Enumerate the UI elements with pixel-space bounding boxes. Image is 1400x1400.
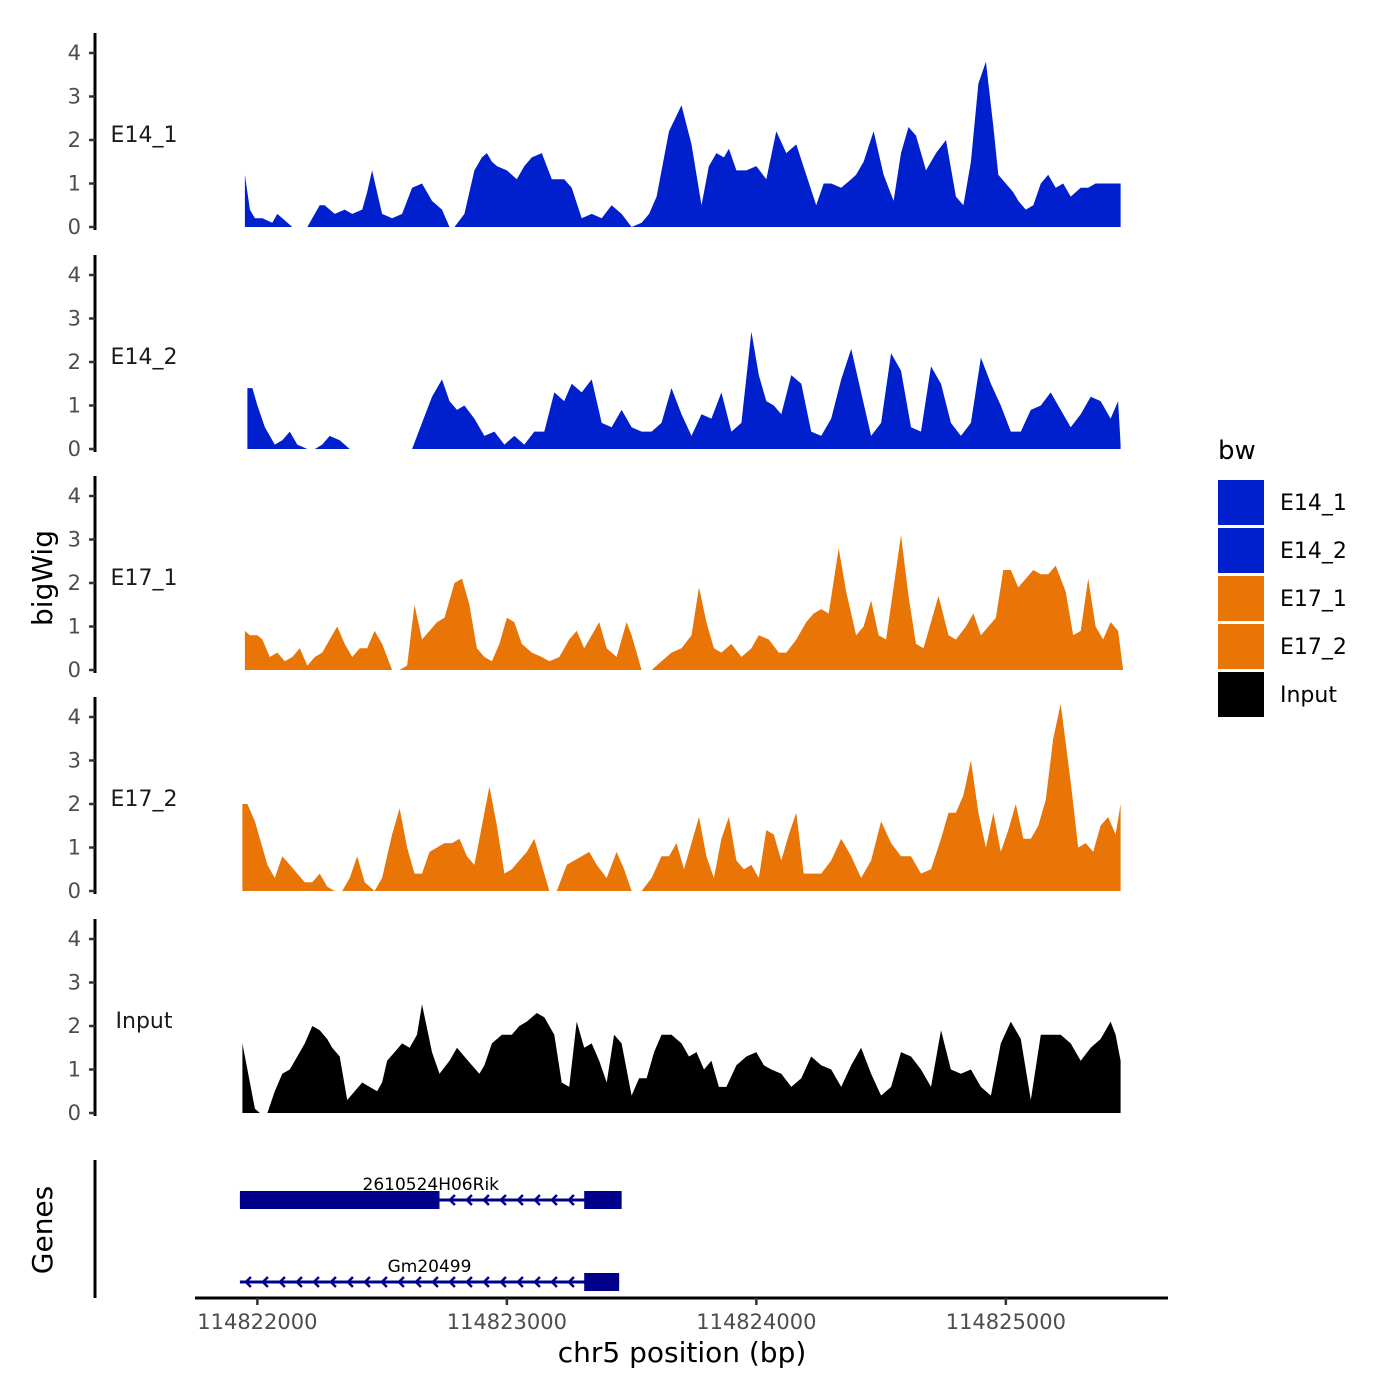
signal-area-E17_1: [244, 535, 1124, 670]
y-tick-label: 1: [68, 172, 81, 196]
panel-Input: 0 1 2 3 4 Input: [68, 919, 1121, 1125]
x-tick-label: 114824000: [696, 1310, 816, 1334]
y-tick-label: 2: [68, 792, 81, 816]
y-tick-label: 2: [68, 350, 81, 374]
track-label-Input: Input: [116, 1009, 173, 1034]
y-tick-label: 2: [68, 128, 81, 152]
strand-arrow: [397, 1276, 405, 1288]
strand-arrow: [414, 1276, 422, 1288]
x-tick-label: 114822000: [197, 1310, 317, 1334]
track-label-E17_1: E17_1: [111, 566, 178, 591]
gene-exon: [584, 1273, 620, 1291]
strand-arrow: [567, 1194, 575, 1206]
signal-panels: 0 1 2 3 4 E14_1 0 1 2 3 4 E14_2 0 1 2 3 4 E17_1 0 1 2 3 4 E17_2…: [68, 33, 1124, 1125]
y-tick-label: 1: [68, 394, 81, 418]
strand-arrow: [567, 1276, 575, 1288]
strand-arrow: [482, 1276, 490, 1288]
strand-arrow: [533, 1276, 541, 1288]
strand-arrow: [380, 1276, 388, 1288]
x-tick-label: 114823000: [447, 1310, 567, 1334]
strand-arrow: [550, 1194, 558, 1206]
track-label-E17_2: E17_2: [111, 787, 178, 812]
gene-Gm20499: Gm20499: [239, 1257, 620, 1291]
strand-arrow: [499, 1194, 507, 1206]
strand-arrow: [448, 1276, 456, 1288]
y-tick-label: 2: [68, 571, 81, 595]
y-tick-label: 1: [68, 615, 81, 639]
legend-swatch-E14_1: [1218, 480, 1264, 525]
y-tick-label: 0: [68, 437, 81, 461]
gene-name-label: Gm20499: [388, 1257, 472, 1277]
signal-area-E17_2: [242, 704, 1121, 891]
strand-arrow: [431, 1276, 439, 1288]
y-tick-label: 1: [68, 1058, 81, 1082]
legend-label-Input: Input: [1280, 683, 1337, 708]
legend-swatch-Input: [1218, 672, 1264, 717]
legend-swatch-E17_2: [1218, 624, 1264, 669]
y-tick-label: 4: [68, 927, 81, 951]
track-label-E14_2: E14_2: [111, 345, 178, 370]
strand-arrow: [278, 1276, 286, 1288]
y-axis-title: bigWig: [26, 530, 59, 626]
genes-track-title: Genes: [26, 1186, 59, 1274]
signal-area-E14_1: [244, 61, 1121, 228]
track-label-E14_1: E14_1: [111, 123, 178, 148]
y-tick-label: 4: [68, 263, 81, 287]
legend-label-E17_2: E17_2: [1280, 635, 1347, 660]
y-tick-label: 2: [68, 1014, 81, 1038]
strand-arrow: [363, 1276, 371, 1288]
legend-label-E17_1: E17_1: [1280, 587, 1347, 612]
legend-label-E14_2: E14_2: [1280, 539, 1347, 564]
y-tick-label: 3: [68, 528, 81, 552]
y-tick-label: 1: [68, 836, 81, 860]
strand-arrow: [312, 1276, 320, 1288]
y-tick-label: 4: [68, 705, 81, 729]
gene-name-label: 2610524H06Rik: [363, 1175, 500, 1195]
gene-track: 2610524H06Rik Gm20499: [93, 1160, 622, 1298]
y-tick-label: 3: [68, 749, 81, 773]
gene-exon: [584, 1191, 622, 1209]
legend-swatch-E17_1: [1218, 576, 1264, 621]
signal-area-E14_2: [247, 331, 1121, 449]
panel-E14_1: 0 1 2 3 4 E14_1: [68, 33, 1121, 239]
panel-E17_2: 0 1 2 3 4 E17_2: [68, 697, 1121, 903]
panel-E17_1: 0 1 2 3 4 E17_1: [68, 476, 1124, 682]
strand-arrow: [550, 1276, 558, 1288]
signal-area-Input: [242, 1004, 1121, 1113]
strand-arrow: [329, 1276, 337, 1288]
x-tick-label: 114825000: [946, 1310, 1066, 1334]
gene-2610524H06Rik: 2610524H06Rik: [239, 1175, 622, 1209]
strand-arrow: [346, 1276, 354, 1288]
strand-arrow: [448, 1194, 456, 1206]
strand-arrow: [533, 1194, 541, 1206]
strand-arrow: [295, 1276, 303, 1288]
y-tick-label: 4: [68, 41, 81, 65]
x-axis: 114822000 114823000 114824000 114825000: [195, 1296, 1168, 1334]
y-tick-label: 0: [68, 215, 81, 239]
y-tick-label: 0: [68, 1101, 81, 1125]
strand-arrow: [465, 1276, 473, 1288]
y-tick-label: 3: [68, 85, 81, 109]
strand-arrow: [516, 1194, 524, 1206]
legend-title: bw: [1218, 436, 1256, 466]
strand-arrow: [516, 1276, 524, 1288]
panel-E14_2: 0 1 2 3 4 E14_2: [68, 255, 1121, 461]
y-tick-label: 3: [68, 971, 81, 995]
y-tick-label: 0: [68, 879, 81, 903]
y-tick-label: 0: [68, 658, 81, 682]
gene-exon: [239, 1191, 440, 1209]
legend-swatch-E14_2: [1218, 528, 1264, 573]
legend: bw E14_1 E14_2 E17_1 E17_2 Input: [1218, 436, 1347, 717]
strand-arrow: [482, 1194, 490, 1206]
strand-arrow: [244, 1276, 252, 1288]
legend-label-E14_1: E14_1: [1280, 491, 1347, 516]
y-tick-label: 4: [68, 484, 81, 508]
strand-arrow: [261, 1276, 269, 1288]
x-axis-title: chr5 position (bp): [558, 1336, 807, 1369]
strand-arrow: [465, 1194, 473, 1206]
strand-arrow: [499, 1276, 507, 1288]
y-tick-label: 3: [68, 307, 81, 331]
